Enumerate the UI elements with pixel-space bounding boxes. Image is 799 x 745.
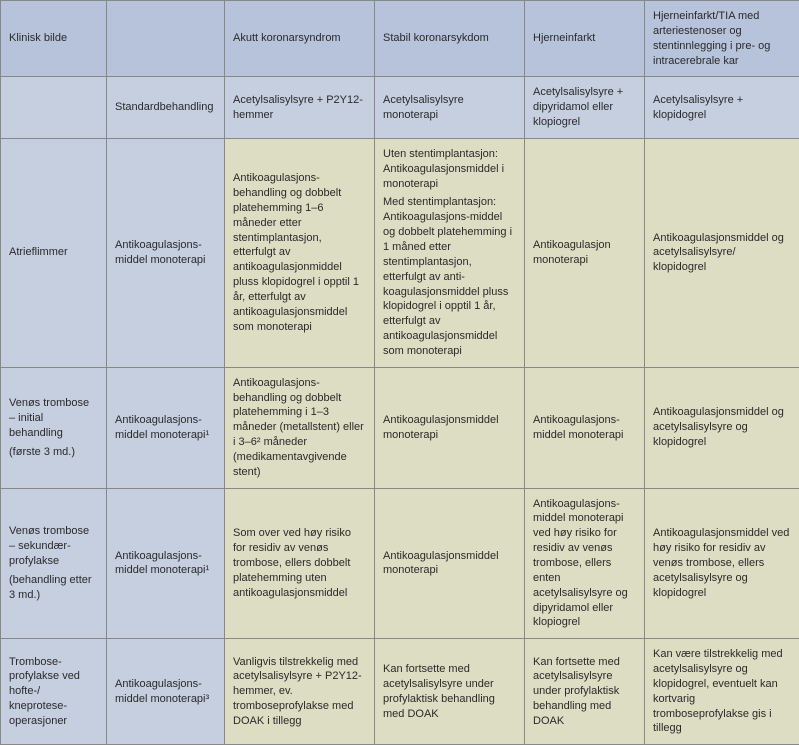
header-c1 — [107, 1, 225, 77]
header-c0: Klinisk bilde — [1, 1, 107, 77]
row1-c4: Antikoagulasjons-middel monoterapi — [525, 367, 645, 488]
row2-c0: Venøs trombose – sekundær-profylakse(beh… — [1, 488, 107, 639]
header-c3: Stabil koronarsykdom — [375, 1, 525, 77]
row0-c3: Uten stentimplantasjon: Antikoagulasjons… — [375, 138, 525, 367]
table-row: Venøs trombose – initial behandling(førs… — [1, 367, 799, 488]
row2-c2: Som over ved høy risiko for residiv av v… — [225, 488, 375, 639]
table-row: Venøs trombose – sekundær-profylakse(beh… — [1, 488, 799, 639]
standard-row: Standardbehandling Acetylsalisylsyre + P… — [1, 77, 799, 139]
row3-c1: Antikoagulasjons-middel monoterapi³ — [107, 639, 225, 745]
row2-c1: Antikoagulasjons-middel monoterapi¹ — [107, 488, 225, 639]
row2-c3: Antikoagulasjonsmiddel monoterapi — [375, 488, 525, 639]
table-row: Trombose-profylakse ved hofte-/ kneprote… — [1, 639, 799, 745]
std-c5: Acetylsalisylsyre + klopidogrel — [645, 77, 799, 139]
row1-c0: Venøs trombose – initial behandling(førs… — [1, 367, 107, 488]
row0-c2: Antikoagulasjons-behandling og dobbelt p… — [225, 138, 375, 367]
std-c4: Acetylsalisylsyre + dipyridamol eller kl… — [525, 77, 645, 139]
row3-c4: Kan fortsette med acetylsalisylsyre unde… — [525, 639, 645, 745]
row0-c1: Antikoagulasjons-middel monoterapi — [107, 138, 225, 367]
std-c2: Acetylsalisylsyre + P2Y12-hemmer — [225, 77, 375, 139]
header-c2: Akutt koronarsyndrom — [225, 1, 375, 77]
row1-c3: Antikoagulasjonsmiddel monoterapi — [375, 367, 525, 488]
header-row: Klinisk bilde Akutt koronarsyndrom Stabi… — [1, 1, 799, 77]
row1-c2: Antikoagulasjons-behandling og dobbelt p… — [225, 367, 375, 488]
row3-c3: Kan fortsette med acetylsalisylsyre unde… — [375, 639, 525, 745]
row0-c4: Antikoagulasjon monoterapi — [525, 138, 645, 367]
row3-c2: Vanligvis tilstrekkelig med acetylsalisy… — [225, 639, 375, 745]
row1-c5: Antikoagulasjonsmiddel og acetylsalisyls… — [645, 367, 799, 488]
header-c4: Hjerneinfarkt — [525, 1, 645, 77]
std-c0 — [1, 77, 107, 139]
std-c3: Acetylsalisylsyre monoterapi — [375, 77, 525, 139]
header-c5: Hjerneinfarkt/TIA med arteriestenoser og… — [645, 1, 799, 77]
std-c1: Standardbehandling — [107, 77, 225, 139]
medical-table: Klinisk bilde Akutt koronarsyndrom Stabi… — [0, 0, 799, 745]
row3-c5: Kan være tilstrekkelig med acetylsalisyl… — [645, 639, 799, 745]
row3-c0: Trombose-profylakse ved hofte-/ kneprote… — [1, 639, 107, 745]
row1-c1: Antikoagulasjons-middel monoterapi¹ — [107, 367, 225, 488]
row2-c4: Antikoagulasjons-middel monoterapi ved h… — [525, 488, 645, 639]
row0-c5: Antikoagulasjonsmiddel og acetylsalisyls… — [645, 138, 799, 367]
table-row: Atrieflimmer Antikoagulasjons-middel mon… — [1, 138, 799, 367]
row0-c0: Atrieflimmer — [1, 138, 107, 367]
row2-c5: Antikoagulasjonsmiddel ved høy risiko fo… — [645, 488, 799, 639]
